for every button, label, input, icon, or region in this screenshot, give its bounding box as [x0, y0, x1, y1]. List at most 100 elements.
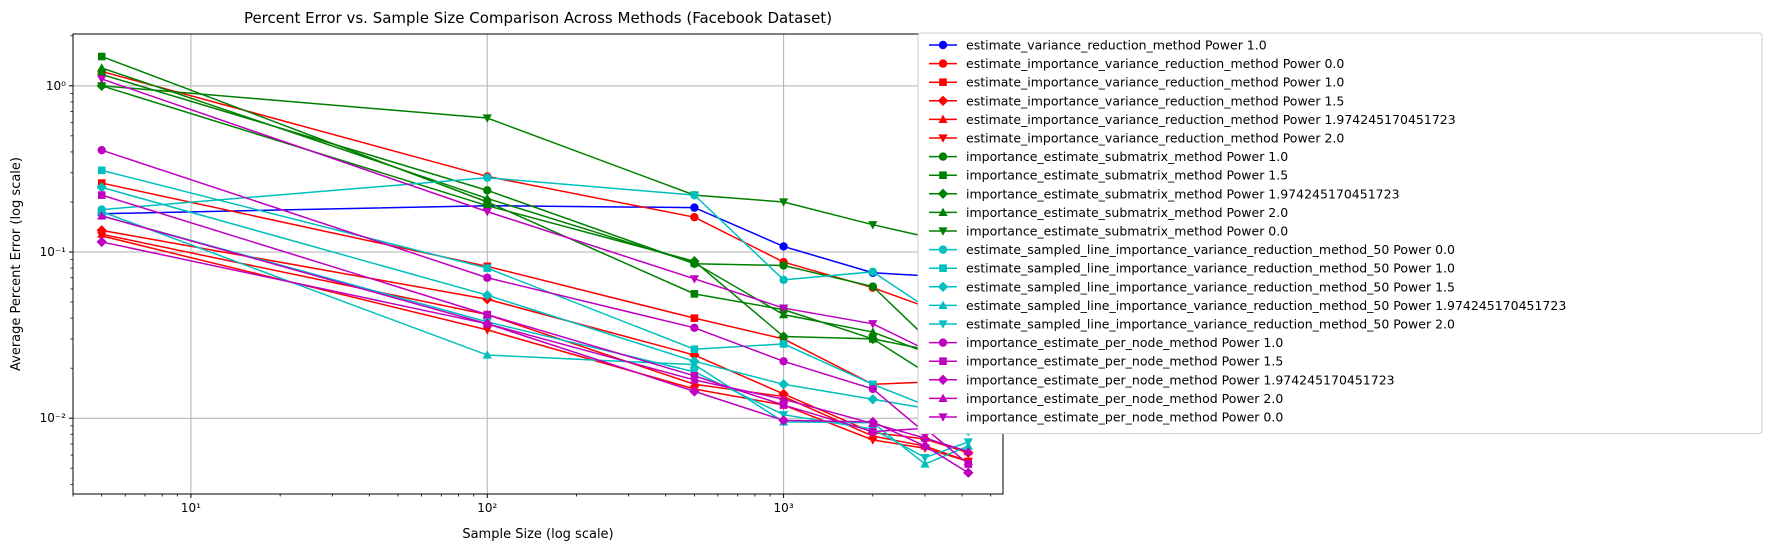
series-line [101, 229, 969, 454]
y-axis-label: Average Percent Error (log scale) [9, 157, 24, 371]
data-point [964, 460, 973, 468]
legend-item: estimate_importance_variance_reduction_m… [929, 56, 1344, 71]
legend-marker [938, 114, 948, 123]
data-point [778, 379, 789, 390]
data-point [690, 314, 699, 322]
legend-marker [939, 357, 947, 365]
series-8 [96, 80, 974, 381]
legend-label: estimate_importance_variance_reduction_m… [966, 93, 1344, 108]
data-point [868, 267, 878, 277]
data-point [868, 327, 878, 336]
data-point [779, 261, 788, 270]
data-point [963, 467, 974, 478]
legend-item: estimate_importance_variance_reduction_m… [929, 93, 1344, 108]
legend-marker [938, 207, 948, 216]
series-line [101, 85, 969, 377]
legend-label: importance_estimate_per_node_method Powe… [966, 354, 1283, 369]
data-point [779, 394, 789, 403]
data-point [778, 331, 789, 342]
data-point [483, 273, 492, 282]
legend-marker [937, 281, 949, 292]
data-point [920, 433, 930, 442]
legend-label: importance_estimate_submatrix_method Pow… [966, 205, 1288, 220]
grid [73, 34, 1003, 494]
legend-item: estimate_sampled_line_importance_varianc… [929, 298, 1566, 313]
data-point [868, 320, 878, 329]
series-13 [96, 182, 974, 437]
legend-box [917, 32, 1763, 435]
chart-title: Percent Error vs. Sample Size Comparison… [244, 9, 832, 27]
data-point [779, 401, 788, 409]
legend-marker [938, 413, 948, 422]
legend-item: estimate_importance_variance_reduction_m… [929, 131, 1344, 146]
data-point [482, 326, 492, 335]
legend-label: importance_estimate_per_node_method Powe… [966, 372, 1395, 387]
data-point [690, 203, 699, 212]
data-point [689, 386, 700, 397]
legend-item: estimate_variance_reduction_method Power… [929, 38, 1267, 53]
data-point [96, 182, 107, 193]
legend-label: importance_estimate_per_node_method Powe… [966, 391, 1283, 406]
data-point [779, 275, 788, 285]
series-5 [97, 232, 973, 467]
data-point [868, 384, 878, 394]
legend-marker [937, 374, 949, 385]
legend-label: estimate_sampled_line_importance_varianc… [966, 298, 1566, 313]
data-point [482, 289, 493, 301]
legend-item: estimate_importance_variance_reduction_m… [929, 75, 1344, 90]
legend-marker [938, 393, 948, 402]
legend-marker [938, 227, 948, 236]
legend-marker [937, 95, 949, 106]
data-point [483, 186, 492, 195]
data-point [919, 440, 931, 452]
data-point [690, 190, 699, 200]
series-line [101, 149, 969, 434]
legend-label: importance_estimate_submatrix_method Pow… [966, 224, 1288, 239]
series-7 [97, 52, 973, 376]
data-point [97, 75, 107, 84]
legend-marker [938, 134, 948, 143]
data-point [689, 258, 699, 267]
legend-label: importance_estimate_submatrix_method Pow… [966, 168, 1288, 183]
legend-label: estimate_sampled_line_importance_varianc… [966, 261, 1455, 276]
data-point [690, 290, 699, 298]
x-tick-label: 10³ [774, 501, 794, 515]
data-point [690, 212, 699, 222]
data-point [869, 380, 877, 389]
data-point [97, 63, 107, 72]
y-tick-label: 10⁻¹ [40, 245, 67, 259]
legend-label: importance_estimate_submatrix_method Pow… [966, 186, 1400, 201]
legend-label: estimate_sampled_line_importance_varianc… [966, 317, 1455, 332]
data-point [779, 242, 788, 251]
data-point [868, 282, 878, 291]
legend-marker [938, 245, 948, 254]
legend-label: importance_estimate_per_node_method Powe… [966, 410, 1283, 425]
legend: estimate_variance_reduction_method Power… [917, 32, 1763, 435]
data-point [96, 236, 107, 248]
legend-item: importance_estimate_submatrix_method Pow… [929, 186, 1400, 201]
data-point [97, 166, 106, 175]
legend-label: estimate_importance_variance_reduction_m… [966, 112, 1456, 127]
data-point [690, 345, 699, 354]
data-point [779, 198, 789, 207]
data-point [778, 415, 789, 426]
data-point [779, 357, 788, 366]
series-11 [97, 173, 973, 311]
legend-item: importance_estimate_per_node_method Powe… [929, 410, 1283, 425]
data-point [482, 318, 492, 328]
legend-item: estimate_sampled_line_importance_varianc… [929, 261, 1455, 276]
series-12 [97, 166, 973, 409]
data-point [869, 427, 877, 436]
legend-marker [938, 152, 948, 161]
axis-ticks: 10¹ 10² 10³ 10⁻² 10⁻¹ 10⁰ [40, 35, 992, 515]
data-point [867, 333, 879, 345]
legend-marker [937, 188, 949, 199]
series-group [96, 52, 974, 478]
legend-label: estimate_importance_variance_reduction_m… [966, 56, 1344, 71]
data-point [689, 275, 699, 284]
legend-marker [938, 300, 948, 309]
series-16 [97, 145, 973, 437]
legend-item: importance_estimate_submatrix_method Pow… [929, 149, 1288, 164]
legend-item: importance_estimate_submatrix_method Pow… [929, 168, 1288, 183]
